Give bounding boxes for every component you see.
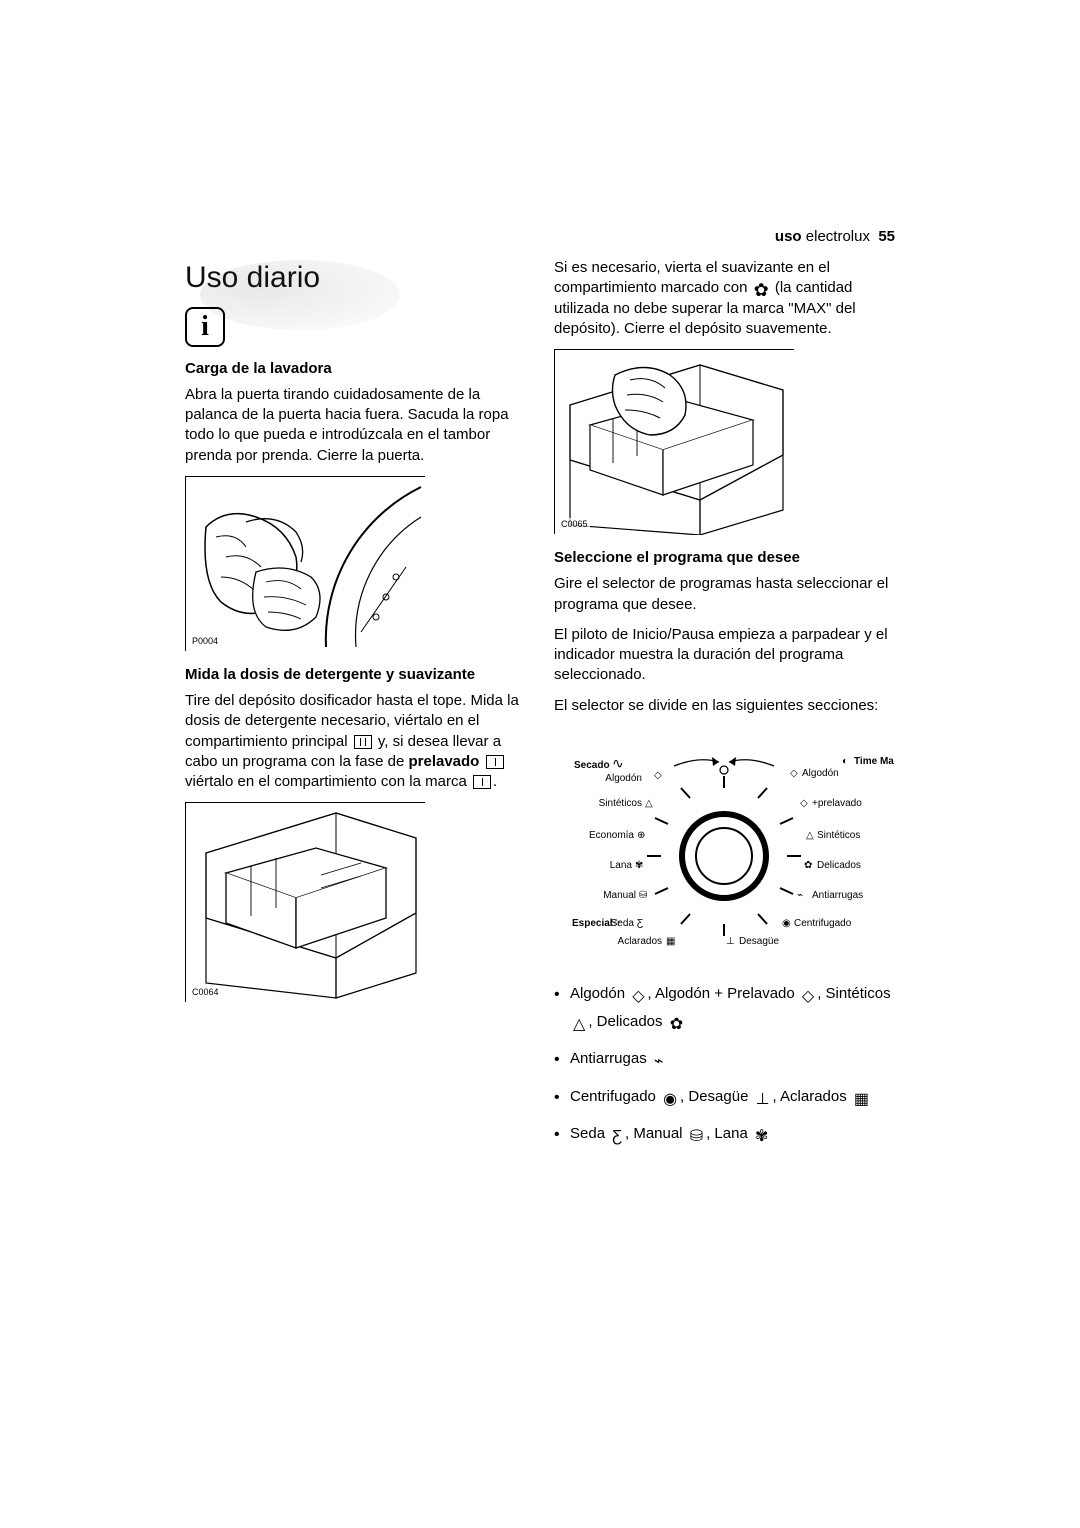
svg-text:Aclarados: Aclarados (618, 936, 662, 947)
program-sections-list: Algodón ◇, Algodón + Prelavado ◇, Sintét… (554, 982, 895, 1150)
svg-text:⊥: ⊥ (726, 936, 735, 947)
svg-text:Desagüe: Desagüe (739, 936, 779, 947)
illustration-hand-drum (186, 477, 426, 652)
compartment-prewash-icon-a (486, 755, 504, 769)
paragraph-dosis: Tire del depósito dosificador hasta el t… (185, 691, 526, 792)
synthetics-icon: △ (573, 1012, 585, 1038)
svg-text:Lana: Lana (610, 860, 633, 871)
svg-text:⛁: ⛁ (639, 890, 647, 901)
anticrease-icon: ⌁ (654, 1049, 664, 1075)
wool-icon: ✾ (755, 1124, 768, 1150)
svg-text:⌁: ⌁ (797, 890, 803, 901)
paragraph-prog-1: Gire el selector de programas hasta sele… (554, 574, 895, 615)
paragraph-suavizante: Si es necesario, vierta el suavizante en… (554, 258, 895, 339)
illustration-hand-pouring (555, 350, 795, 535)
heading-carga: Carga de la lavadora (185, 359, 526, 379)
svg-text:✾: ✾ (635, 860, 643, 871)
svg-text:◇: ◇ (654, 770, 662, 781)
svg-text:Algodón: Algodón (605, 773, 642, 784)
bullet-2: Antiarrugas ⌁ (554, 1047, 895, 1075)
svg-text:Especial: Especial (572, 918, 613, 929)
figure-label-2: C0064 (190, 986, 221, 998)
svg-text:Economía: Economía (589, 830, 634, 841)
dial-label-secado: Secado (574, 760, 610, 771)
svg-text:Manual: Manual (603, 890, 636, 901)
bullet-4: Seda Ƹ, Manual ⛁, Lana ✾ (554, 1122, 895, 1150)
svg-text:◐: ◐ (842, 756, 848, 767)
page-title: Uso diario (185, 258, 526, 299)
figure-detergent-drawer: C0064 (185, 802, 425, 1002)
svg-text:Centrifugado: Centrifugado (794, 918, 852, 929)
svg-text:✿: ✿ (804, 860, 812, 871)
paragraph-prog-3: El selector se divide en las siguientes … (554, 696, 895, 716)
page-header: uso electrolux 55 (775, 228, 895, 245)
cotton-icon: ◇ (632, 984, 644, 1010)
figure-softener-compartment: C0065 (554, 349, 794, 534)
paragraph-prog-2: El piloto de Inicio/Pausa empieza a parp… (554, 625, 895, 686)
cotton-prewash-icon: ◇ (802, 984, 814, 1010)
heading-programa: Seleccione el programa que desee (554, 548, 895, 568)
compartment-main-icon (354, 735, 372, 749)
content-columns: Uso diario i Carga de la lavadora Abra l… (185, 258, 895, 1160)
bullet-3: Centrifugado ◉, Desagüe ⊥, Aclarados ▦ (554, 1085, 895, 1113)
svg-text:Time Manager: Time Manager (854, 756, 894, 767)
svg-text:Delicados: Delicados (817, 860, 861, 871)
svg-text:△: △ (806, 830, 814, 841)
paragraph-carga: Abra la puerta tirando cuidadosamente de… (185, 385, 526, 466)
svg-text:∿: ∿ (612, 755, 624, 771)
svg-text:⊕: ⊕ (637, 830, 645, 841)
rinse-icon: ▦ (854, 1087, 869, 1113)
silk-icon: Ƹ (612, 1124, 622, 1150)
info-icon: i (185, 307, 225, 347)
svg-text:+prelavado: +prelavado (812, 798, 862, 809)
heading-dosis: Mida la dosis de detergente y suavizante (185, 665, 526, 685)
svg-text:△: △ (645, 798, 653, 809)
svg-text:◇: ◇ (790, 768, 798, 779)
svg-text:◇: ◇ (800, 798, 808, 809)
header-page-num: 55 (878, 228, 895, 245)
left-column: Uso diario i Carga de la lavadora Abra l… (185, 258, 526, 1160)
svg-text:Sintéticos: Sintéticos (817, 830, 860, 841)
figure-label-3: C0065 (559, 518, 590, 530)
svg-text:Ƹ: Ƹ (637, 918, 643, 929)
spin-icon: ◉ (663, 1087, 677, 1113)
figure-loading-washer: P0004 (185, 476, 425, 651)
right-column: Si es necesario, vierta el suavizante en… (554, 258, 895, 1160)
svg-text:▦: ▦ (666, 936, 675, 947)
delicates-icon: ✿ (670, 1012, 683, 1038)
softener-flower-icon: ✿ (754, 283, 769, 297)
svg-text:◉: ◉ (782, 918, 791, 929)
illustration-drawer (186, 803, 426, 1003)
handwash-icon: ⛁ (690, 1124, 703, 1150)
header-section: uso (775, 228, 802, 245)
svg-text:☆: ☆ (612, 918, 621, 929)
compartment-prewash-icon-b (473, 775, 491, 789)
bullet-1: Algodón ◇, Algodón + Prelavado ◇, Sintét… (554, 982, 895, 1037)
svg-text:Sintéticos: Sintéticos (599, 798, 642, 809)
header-brand: electrolux (806, 228, 870, 245)
svg-text:Antiarrugas: Antiarrugas (812, 890, 863, 901)
program-dial-diagram: Secado ∿ Algodón ◇ Algodón ◇ Time Manage… (554, 726, 894, 962)
svg-text:Algodón: Algodón (802, 768, 839, 779)
figure-label-1: P0004 (190, 635, 220, 647)
drain-icon: ⊥ (756, 1087, 770, 1113)
